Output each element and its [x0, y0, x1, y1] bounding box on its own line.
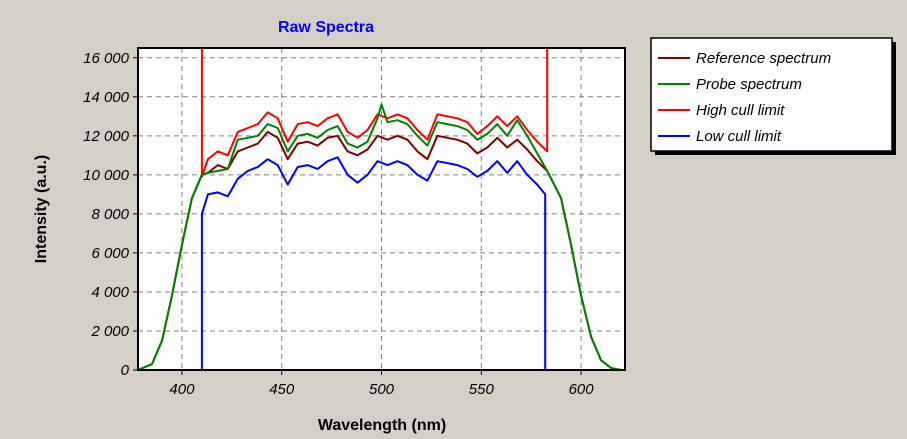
tick-marks	[133, 57, 582, 375]
y-tick-label: 4 000	[91, 284, 129, 301]
plot-area	[138, 48, 625, 370]
legend-label-probe-spectrum: Probe spectrum	[696, 76, 802, 93]
x-tick-labels: 400 450 500 550 600	[169, 381, 594, 398]
low-cull-limit-line	[200, 156, 547, 370]
y-tick-label: 8 000	[91, 206, 129, 223]
x-tick-label: 600	[569, 381, 595, 398]
legend-label-low-cull-limit: Low cull limit	[696, 128, 782, 145]
legend: Reference spectrum Probe spectrum High cul…	[650, 37, 896, 155]
y-tick-label: 10 000	[83, 167, 130, 184]
legend-label-reference-spectrum: Reference spectrum	[696, 50, 831, 67]
series-layer	[137, 48, 622, 371]
y-tick-label: 14 000	[83, 89, 130, 106]
legend-label-high-cull-limit: High cull limit	[696, 102, 785, 119]
y-tick-label: 6 000	[91, 245, 129, 262]
x-tick-label: 550	[469, 381, 495, 398]
chart-title: Raw Spectra	[278, 19, 374, 36]
x-axis-title: Wavelength (nm)	[318, 417, 446, 434]
x-tick-label: 500	[369, 381, 395, 398]
legend-box	[650, 37, 893, 152]
y-tick-label: 0	[121, 362, 130, 379]
reference-spectrum-line	[137, 130, 622, 371]
grid-lines	[138, 48, 625, 370]
y-tick-label: 12 000	[83, 128, 130, 145]
y-tick-label: 16 000	[83, 50, 130, 67]
y-axis-title: Intensity (a.u.)	[33, 155, 50, 263]
probe-spectrum-line	[137, 103, 622, 371]
y-tick-labels: 0 2 000 4 000 6 000 8 000 10 000 12 000 14 000 1…	[83, 50, 130, 379]
x-tick-label: 450	[269, 381, 295, 398]
high-cull-limit-line	[200, 48, 549, 178]
x-tick-label: 400	[169, 381, 195, 398]
y-tick-label: 2 000	[90, 323, 129, 340]
